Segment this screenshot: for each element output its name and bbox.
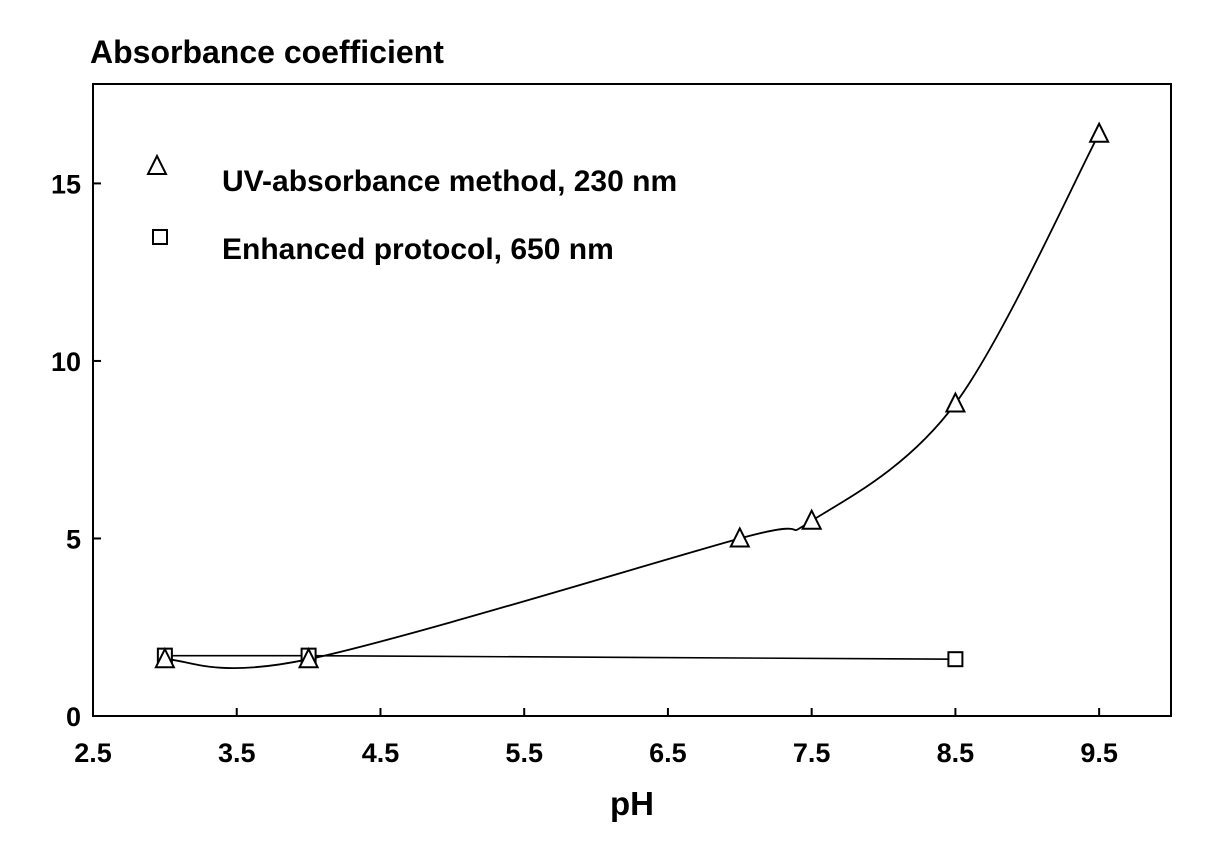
x-tick-label: 2.5 <box>74 738 112 768</box>
y-tick-label: 0 <box>66 702 81 732</box>
x-tick-label: 7.5 <box>793 738 831 768</box>
x-tick-label: 6.5 <box>649 738 687 768</box>
data-point-triangle <box>729 526 751 548</box>
series-layer <box>154 121 1110 669</box>
legend: UV-absorbance method, 230 nm Enhanced pro… <box>146 153 677 266</box>
data-point-triangle <box>297 646 320 669</box>
legend-label-enhanced: Enhanced protocol, 650 nm <box>222 233 614 266</box>
x-axis-label: pH <box>610 785 654 822</box>
x-tick-label: 4.5 <box>362 738 400 768</box>
y-tick-label: 5 <box>66 524 81 554</box>
data-point-square <box>947 651 964 668</box>
x-tick-label: 8.5 <box>937 738 975 768</box>
x-tick-label: 9.5 <box>1080 738 1118 768</box>
data-point-triangle <box>801 508 823 530</box>
x-tick-label: 5.5 <box>505 738 543 768</box>
y-axis: 0 5 10 15 <box>51 169 101 732</box>
data-point-triangle <box>944 391 967 413</box>
y-tick-label: 10 <box>51 347 81 377</box>
legend-marker-triangle <box>146 153 168 175</box>
plot-frame <box>92 83 1172 717</box>
legend-label-uv: UV-absorbance method, 230 nm <box>222 165 677 198</box>
data-point-triangle <box>154 646 176 669</box>
x-axis: 2.5 3.5 4.5 5.5 6.5 7.5 8.5 9.5 <box>74 708 1118 768</box>
x-tick-label: 3.5 <box>218 738 256 768</box>
legend-marker-square <box>152 229 168 245</box>
data-point-triangle <box>1088 121 1110 143</box>
y-tick-label: 15 <box>51 169 81 199</box>
series-enhanced-line <box>164 654 956 660</box>
chart-title: Absorbance coefficient <box>90 34 444 70</box>
